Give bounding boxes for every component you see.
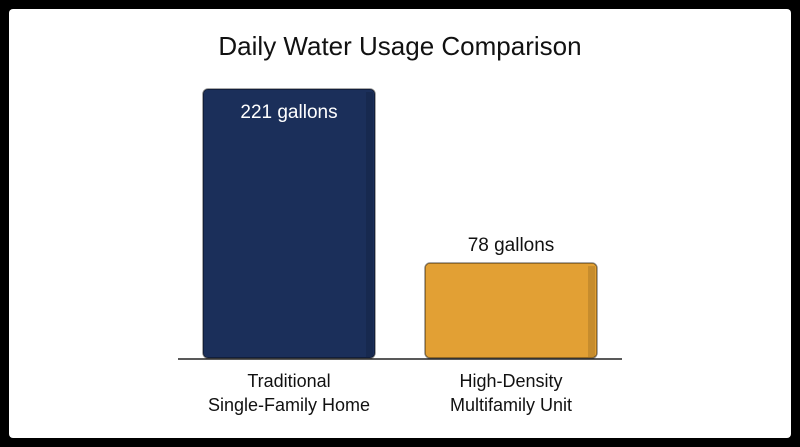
bar-shade xyxy=(588,266,595,357)
chart-title: Daily Water Usage Comparison xyxy=(218,31,581,61)
canvas xyxy=(9,9,791,438)
category-label: Single-Family Home xyxy=(208,395,370,415)
value-label: 221 gallons xyxy=(240,102,337,123)
bar-shade xyxy=(366,92,373,357)
category-label: Traditional xyxy=(247,371,330,391)
bar xyxy=(202,88,376,359)
category-label: High-Density xyxy=(459,371,562,391)
category-label: Multifamily Unit xyxy=(450,395,572,415)
bar xyxy=(424,262,598,359)
value-label: 78 gallons xyxy=(468,235,555,256)
